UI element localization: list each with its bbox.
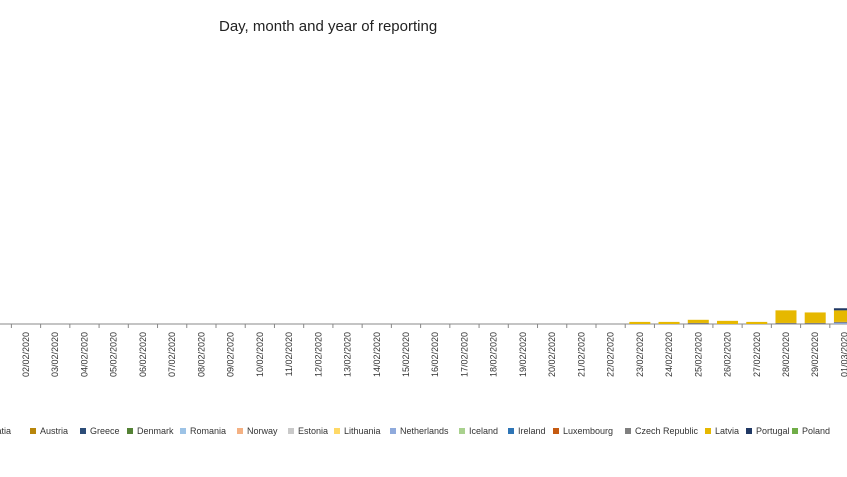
- legend-label: Croatia: [0, 426, 12, 436]
- x-tick-label: 09/02/2020: [226, 332, 236, 377]
- x-tick-label: 22/02/2020: [606, 332, 616, 377]
- legend-swatch: [390, 428, 396, 434]
- legend-item: Netherlands: [390, 426, 449, 436]
- legend-item: Estonia: [288, 426, 328, 436]
- bar-segment: [687, 319, 709, 323]
- legend-swatch: [553, 428, 559, 434]
- legend-item: Norway: [237, 426, 278, 436]
- legend-label: Austria: [40, 426, 69, 436]
- x-tick-label: 29/02/2020: [810, 332, 820, 377]
- bar-segment: [629, 321, 651, 324]
- chart-plot: 02/02/2020 03/02/2020 04/02/2020 05/02/2020…: [0, 308, 847, 377]
- legend-item: Czech Republic: [625, 426, 698, 436]
- bar-segment: [658, 321, 680, 324]
- bar-segment: [804, 322, 826, 324]
- x-tick-label: 21/02/2020: [576, 332, 586, 377]
- x-tick-label: 25/02/2020: [693, 332, 703, 377]
- legend-swatch: [237, 428, 243, 434]
- legend-label: Estonia: [298, 426, 329, 436]
- legend-swatch: [30, 428, 36, 434]
- legend-label: Czech Republic: [635, 426, 699, 436]
- legend-swatch: [625, 428, 631, 434]
- x-tick-label: 17/02/2020: [459, 332, 469, 377]
- legend-swatch: [288, 428, 294, 434]
- legend-label: Luxembourg: [563, 426, 614, 436]
- legend-item: Poland: [792, 426, 830, 436]
- bar-segment: [775, 322, 797, 324]
- x-tick-label: 04/02/2020: [79, 332, 89, 377]
- legend-item: Portugal: [746, 426, 790, 436]
- x-tick-label: 16/02/2020: [430, 332, 440, 377]
- x-tick-label: 08/02/2020: [196, 332, 206, 377]
- x-tick-label: 28/02/2020: [781, 332, 791, 377]
- legend-label: Lithuania: [344, 426, 381, 436]
- bar-segment: [833, 310, 847, 322]
- legend-swatch: [705, 428, 711, 434]
- x-tick-label: 27/02/2020: [752, 332, 762, 377]
- legend-item: Austria: [30, 426, 68, 436]
- bar-segment: [833, 322, 847, 324]
- legend-swatch: [334, 428, 340, 434]
- bar-segment: [804, 312, 826, 323]
- bar-segment: [833, 308, 847, 311]
- legend-label: Denmark: [137, 426, 174, 436]
- legend-item: Ireland: [508, 426, 546, 436]
- legend-swatch: [508, 428, 514, 434]
- legend-label: Romania: [190, 426, 227, 436]
- legend-item: Romania: [180, 426, 226, 436]
- chart-legend: Croatia Austria Greece Denmark Romania Norway…: [0, 426, 847, 442]
- legend-label: Norway: [247, 426, 278, 436]
- legend-item: Luxembourg: [553, 426, 613, 436]
- x-tick-label: 20/02/2020: [547, 332, 557, 377]
- chart-title: Day, month and year of reporting: [219, 18, 438, 35]
- legend-swatch: [80, 428, 86, 434]
- legend-swatch: [180, 428, 186, 434]
- x-tick-label: 13/02/2020: [343, 332, 353, 377]
- legend-label: Poland: [802, 426, 831, 436]
- legend-item: Greece: [80, 426, 120, 436]
- x-tick-label: 07/02/2020: [167, 332, 177, 377]
- bar-segment: [746, 321, 768, 324]
- legend-label: Ireland: [518, 426, 546, 436]
- x-tick-label: 05/02/2020: [109, 332, 119, 377]
- x-tick-label: 11/02/2020: [284, 332, 294, 376]
- bar-segment: [775, 310, 797, 323]
- legend-item: Croatia: [0, 426, 11, 436]
- legend-label: Greece: [90, 426, 120, 436]
- x-tick-label: 14/02/2020: [372, 332, 382, 377]
- legend-swatch: [792, 428, 798, 434]
- bar-segment: [687, 322, 709, 324]
- x-tick-label: 23/02/2020: [635, 332, 645, 377]
- legend-label: Portugal: [756, 426, 790, 436]
- legend-label: Netherlands: [400, 426, 449, 436]
- legend-swatch: [459, 428, 465, 434]
- legend-swatch: [127, 428, 133, 434]
- x-tick-label: 19/02/2020: [518, 332, 528, 377]
- legend-item: Latvia: [705, 426, 739, 436]
- x-tick-label: 26/02/2020: [723, 332, 733, 377]
- x-tick-label: 24/02/2020: [664, 332, 674, 377]
- legend-swatch: [746, 428, 752, 434]
- bar-segment: [833, 321, 847, 323]
- x-tick-label: 02/02/2020: [21, 332, 31, 377]
- x-tick-label: 18/02/2020: [489, 332, 499, 377]
- legend-item: Lithuania: [334, 426, 381, 436]
- x-tick-label: 10/02/2020: [255, 332, 265, 377]
- legend-item: Denmark: [127, 426, 174, 436]
- x-tick-label: 03/02/2020: [50, 332, 60, 377]
- legend-item: Iceland: [459, 426, 498, 436]
- x-tick-label: 15/02/2020: [401, 332, 411, 377]
- x-tick-label: 01/03/2020: [839, 332, 847, 377]
- x-tick-label: 12/02/2020: [313, 332, 323, 377]
- x-tick-label: 06/02/2020: [138, 332, 148, 377]
- bar-segment: [717, 320, 739, 324]
- legend-label: Iceland: [469, 426, 499, 436]
- legend-label: Latvia: [715, 426, 740, 436]
